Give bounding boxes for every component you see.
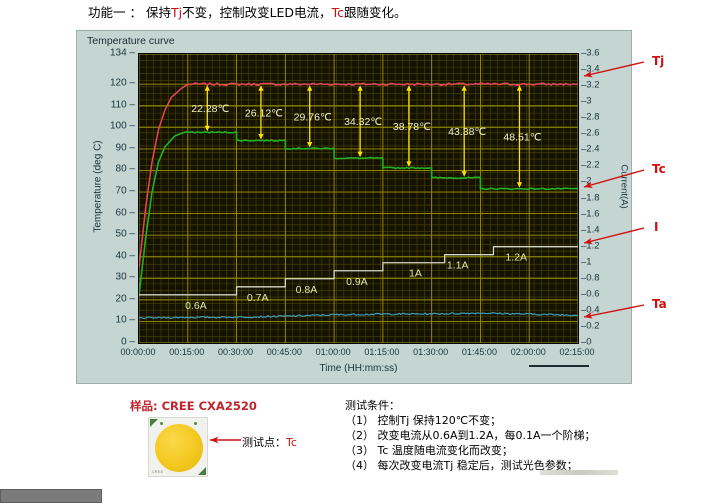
callout-label-i: I [654, 220, 659, 234]
led-pad-dot [194, 422, 197, 425]
svg-text:38.78℃: 38.78℃ [393, 121, 431, 133]
y2-tick-label: –1.8 [581, 192, 600, 203]
y-tick-label: 134 – [109, 47, 135, 59]
page-title-post: 跟随变化。 [343, 5, 407, 20]
svg-text:0.8A: 0.8A [296, 284, 318, 296]
svg-text:34.32℃: 34.32℃ [344, 116, 382, 128]
x-tick-label: 00:15:00 [169, 347, 205, 357]
x-tick-label: 00:30:00 [218, 347, 254, 357]
sample-block: 样品: CREE CXA2520 CREE 测试点：Tc [130, 398, 350, 498]
svg-text:1A: 1A [409, 268, 422, 280]
x-tick-label: 02:00:00 [510, 347, 546, 357]
x-tick-label: 02:15:00 [559, 347, 595, 357]
y-tick-label: 70 – [115, 185, 135, 197]
page-title-pre: 功能一 ： 保持 [88, 5, 171, 20]
page-title-token-tj: Tj [170, 5, 183, 20]
x-tick-label: 00:45:00 [266, 347, 302, 357]
test-condition-item: （4） 每次改变电流Tj 稳定后，测试光色参数； [345, 459, 578, 472]
x-tick-label: 01:30:00 [413, 347, 449, 357]
y2-tick-label: –0.8 [581, 272, 600, 284]
x-tick-label: 01:15:00 [364, 347, 400, 357]
chart-scale-bar [529, 365, 589, 367]
temperature-chart-panel: Temperature curve Temperature (deg C) Cu… [76, 30, 632, 384]
x-axis-ticks: 00:00:00 00:15:00 00:30:00 00:45:00 01:00:00… [120, 347, 594, 363]
x-tick-label: 01:45:00 [461, 347, 497, 357]
test-condition-item: （3） Tc 温度随电流变化而改变； [345, 444, 513, 457]
y-tick-label: 110 – [110, 99, 135, 111]
y2-tick-label: –0 [581, 336, 592, 348]
y2-tick-label: –1.2 [581, 240, 600, 252]
callout-label-ta: Ta [652, 297, 667, 311]
plot-canvas: 22.28℃ 26.12℃ 29.76℃ 34.32℃ 38.78℃ 43.38℃ 48.5… [139, 54, 578, 343]
page-title: 功能一 ： 保持Tj不变，控制改变LED电流，Tc跟随变化。 [88, 2, 406, 21]
led-corner-marker-br [198, 467, 206, 475]
svg-text:43.38℃: 43.38℃ [448, 126, 486, 138]
led-package-image: CREE [148, 417, 208, 477]
y-tick-label: 40 – [115, 250, 135, 262]
y2-tick-label: –3.6 [581, 47, 600, 59]
sample-title: 样品: CREE CXA2520 [130, 399, 257, 413]
led-phosphor-dome [155, 424, 203, 472]
test-condition-item: （1） 控制Tj 保持120℃不变； [345, 414, 502, 427]
svg-text:26.12℃: 26.12℃ [245, 107, 283, 119]
y2-tick-label: –2.8 [581, 111, 600, 123]
x-tick-label: 00:00:00 [120, 347, 156, 357]
y-axis-ticks: 0 – 10 – 20 – 30 – 40 – 50 – 60 – 70 – 80 – 90 – 1… [77, 48, 137, 348]
svg-text:22.28℃: 22.28℃ [191, 103, 229, 115]
test-conditions-title: 测试条件： [345, 399, 400, 412]
y-tick-label: 10 – [115, 314, 135, 326]
page-title-token-tc: Tc [331, 5, 344, 20]
svg-text:48.51℃: 48.51℃ [503, 131, 541, 143]
testpoint-label: 测试点：Tc [242, 434, 297, 450]
y2-tick-label: –1.6 [581, 208, 600, 220]
testpoint-label-token: Tc [286, 436, 297, 449]
y2-axis-ticks: –0 –0.2 –0.4 –0.6 –0.8 –1 –1.2 –1.4 –1.6 –1.8 –2 –2… [580, 48, 620, 348]
y-tick-label: 0 – [121, 336, 135, 348]
testpoint-label-pre: 测试点： [242, 436, 286, 449]
y2-tick-label: –1 [581, 256, 592, 268]
svg-text:0.6A: 0.6A [185, 300, 207, 312]
led-pad-dot [160, 422, 163, 425]
y2-tick-label: –0.2 [581, 320, 600, 332]
y2-axis-label: Current(A) [618, 164, 630, 209]
x-axis-label: Time (HH:mm:ss) [319, 363, 398, 374]
y2-tick-label: –2.4 [581, 143, 600, 155]
taskbar-stub[interactable] [0, 489, 102, 503]
y2-tick-label: –2.6 [581, 127, 600, 139]
testpoint-arrow-icon [210, 436, 241, 444]
test-condition-item: （2） 改变电流从0.6A到1.2A，每0.1A一个阶梯； [345, 429, 596, 442]
y2-tick-label: –0.6 [581, 288, 600, 300]
led-corner-marker-tl [150, 419, 158, 427]
y-tick-label: 90 – [115, 142, 135, 154]
svg-text:1.1A: 1.1A [447, 260, 469, 272]
y-tick-label: 30 – [115, 271, 135, 283]
y-tick-label: 50 – [115, 228, 135, 240]
y2-tick-label: –3 [581, 95, 592, 107]
decorative-strip [540, 470, 618, 475]
svg-text:0.7A: 0.7A [247, 292, 269, 304]
y-tick-label: 80 – [115, 163, 135, 175]
test-conditions-block: 测试条件： （1） 控制Tj 保持120℃不变； （2） 改变电流从0.6A到1… [345, 398, 645, 473]
y2-tick-label: –0.4 [581, 304, 600, 316]
chart-title: Temperature curve [87, 35, 175, 47]
y2-tick-label: –3.4 [581, 63, 600, 75]
y-tick-label: 120 – [109, 77, 135, 89]
y2-tick-label: –2.2 [581, 159, 600, 171]
y2-tick-label: –3.2 [581, 79, 600, 91]
y-tick-label: 20 – [115, 293, 135, 305]
page-title-mid: 不变，控制改变LED电流， [182, 5, 332, 20]
y2-tick-label: –2 [581, 175, 592, 187]
svg-text:0.9A: 0.9A [346, 276, 368, 288]
plot-area[interactable]: 22.28℃ 26.12℃ 29.76℃ 34.32℃ 38.78℃ 43.38℃ 48.5… [138, 53, 579, 344]
callout-label-tj: Tj [652, 54, 665, 68]
y2-tick-label: –1.4 [581, 224, 600, 236]
y-tick-label: 60 – [115, 207, 135, 219]
svg-text:1.2A: 1.2A [505, 252, 527, 264]
callout-label-tc: Tc [652, 162, 666, 176]
svg-text:29.76℃: 29.76℃ [294, 111, 332, 123]
x-tick-label: 01:00:00 [315, 347, 351, 357]
y-tick-label: 100 – [109, 120, 135, 132]
led-brand-mark: CREE [152, 470, 164, 474]
